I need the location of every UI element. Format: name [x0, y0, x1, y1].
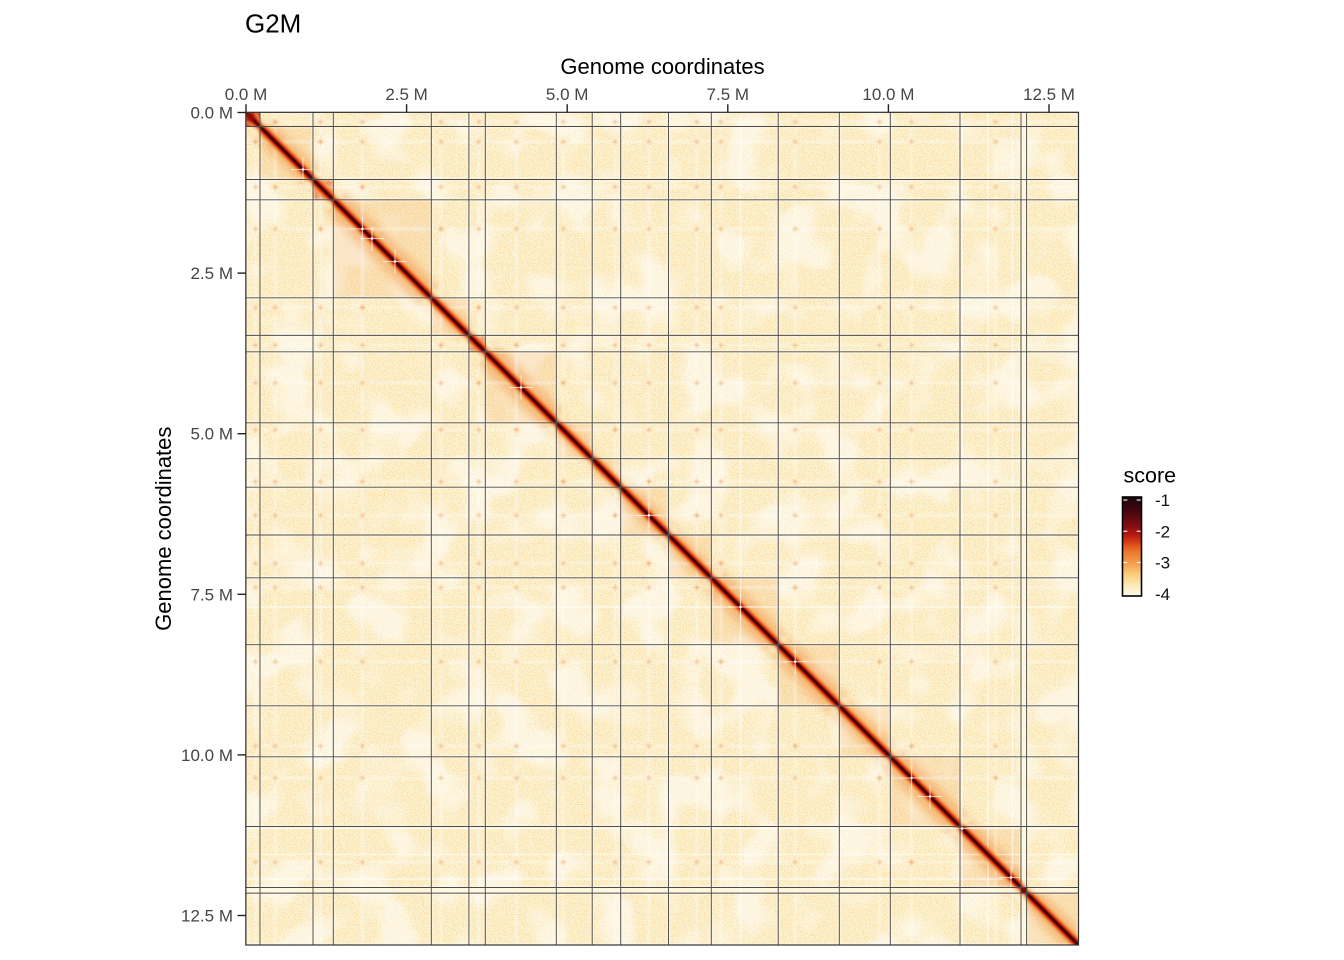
svg-text:-4: -4: [1155, 585, 1170, 604]
svg-text:Genome coordinates: Genome coordinates: [560, 54, 764, 79]
svg-text:-2: -2: [1155, 522, 1170, 541]
svg-text:12.5 M: 12.5 M: [181, 907, 233, 926]
svg-text:G2M: G2M: [245, 9, 301, 39]
svg-text:12.5 M: 12.5 M: [1023, 85, 1075, 104]
svg-text:7.5 M: 7.5 M: [707, 85, 750, 104]
svg-text:-1: -1: [1155, 491, 1170, 510]
svg-text:-3: -3: [1155, 554, 1170, 573]
svg-text:2.5 M: 2.5 M: [385, 85, 428, 104]
svg-text:score: score: [1124, 464, 1177, 488]
svg-text:10.0 M: 10.0 M: [862, 85, 914, 104]
svg-text:5.0 M: 5.0 M: [190, 425, 233, 444]
svg-text:10.0 M: 10.0 M: [181, 746, 233, 765]
svg-text:Genome coordinates: Genome coordinates: [151, 427, 176, 631]
svg-text:2.5 M: 2.5 M: [190, 264, 233, 283]
svg-text:0.0 M: 0.0 M: [190, 104, 233, 123]
svg-text:5.0 M: 5.0 M: [546, 85, 589, 104]
svg-text:7.5 M: 7.5 M: [190, 585, 233, 604]
svg-text:0.0 M: 0.0 M: [225, 85, 268, 104]
